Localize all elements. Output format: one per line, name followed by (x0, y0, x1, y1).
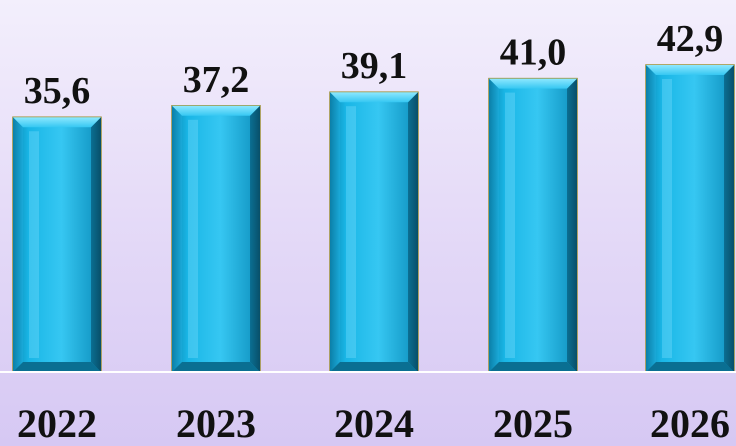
bar-2023 (171, 105, 261, 373)
bar-2023-top-bevel (172, 105, 260, 116)
bar-2025-left-bevel (489, 78, 499, 372)
x-tick-label-2022: 2022 (17, 401, 97, 446)
bar-2024-bottom-bevel (330, 362, 418, 372)
x-tick-label-2026: 2026 (650, 401, 730, 446)
bar-2026-highlight (662, 79, 672, 358)
bar-2024-left-bevel (330, 92, 340, 372)
data-label-2023: 37,2 (183, 59, 250, 101)
bar-2023-bottom-bevel (172, 362, 260, 372)
x-tick-labels: 2022 2023 2024 2025 2026 (17, 401, 730, 446)
bar-2022 (12, 116, 102, 373)
bar-2026-left-bevel (646, 65, 656, 372)
data-label-2022: 35,6 (24, 70, 91, 112)
bar-2024 (329, 91, 419, 373)
bar-2026 (645, 64, 735, 373)
bar-2022-body (12, 116, 102, 373)
bar-2026-top-bevel (646, 65, 734, 75)
bar-2025-bottom-bevel (489, 362, 577, 372)
bar-2022-highlight (29, 131, 39, 358)
bar-2022-right-bevel (91, 117, 101, 372)
bar-2025-top-bevel (489, 78, 577, 89)
bar-2023-left-bevel (172, 105, 182, 372)
bar-2022-left-bevel (13, 117, 23, 372)
bar-2025 (488, 77, 578, 373)
data-label-2025: 41,0 (500, 32, 567, 74)
data-labels: 35,6 37,2 39,1 41,0 42,9 (24, 18, 724, 112)
bar-2025-body (488, 77, 578, 373)
bar-2024-right-bevel (408, 92, 418, 372)
bars-layer (12, 64, 735, 373)
bar-2026-bottom-bevel (646, 362, 734, 372)
x-tick-label-2023: 2023 (176, 401, 256, 446)
bar-2022-top-bevel (13, 117, 101, 128)
data-label-2024: 39,1 (341, 45, 408, 87)
x-tick-label-2024: 2024 (334, 401, 414, 446)
bar-2024-highlight (346, 106, 356, 358)
x-tick-label-2025: 2025 (493, 401, 573, 446)
bar-2024-top-bevel (330, 92, 418, 103)
bar-2022-bottom-bevel (13, 362, 101, 372)
bar-2025-right-bevel (567, 78, 577, 372)
bar-2025-highlight (505, 92, 515, 358)
bar-2026-body (645, 64, 735, 373)
bar-2023-body (171, 105, 261, 373)
bar-2023-right-bevel (250, 105, 260, 372)
bar-2026-right-bevel (724, 65, 734, 372)
bar-2023-highlight (188, 119, 198, 358)
bar-2024-body (329, 91, 419, 373)
data-label-2026: 42,9 (657, 18, 724, 60)
